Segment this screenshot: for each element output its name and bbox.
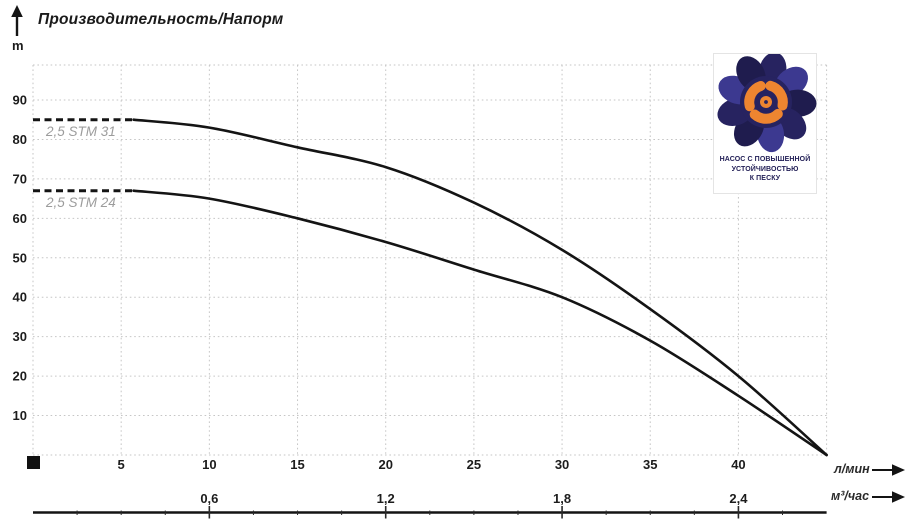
y-tick-label: 70 <box>13 171 27 186</box>
y-tick-label: 60 <box>13 211 27 226</box>
series-label-0: 2,5 STM 31 <box>45 124 116 139</box>
x-tick-label-lmin: 25 <box>467 457 481 472</box>
y-tick-label: 20 <box>13 369 27 384</box>
series-curve-0 <box>132 118 828 457</box>
logo-caption-line2: УСТОЙЧИВОСТЬЮ <box>731 165 799 173</box>
x-tick-label-m3h: 0,6 <box>200 491 218 506</box>
x-tick-label-m3h: 1,2 <box>377 491 395 506</box>
series-label-1: 2,5 STM 24 <box>45 195 116 210</box>
x-axis1-arrow-icon <box>872 464 905 476</box>
series-curve-1 <box>132 189 828 457</box>
y-tick-label: 90 <box>13 93 27 108</box>
y-tick-label: 80 <box>13 132 27 147</box>
x-tick-label-lmin: 5 <box>118 457 125 472</box>
logo-caption-line3: К ПЕСКУ <box>749 175 781 182</box>
logo-impeller-blade <box>744 80 766 112</box>
y-tick-label: 40 <box>13 290 27 305</box>
y-tick-label: 30 <box>13 329 27 344</box>
x-tick-label-lmin: 30 <box>555 457 569 472</box>
x-tick-label-lmin: 20 <box>378 457 392 472</box>
y-tick-label: 50 <box>13 250 27 265</box>
chart-title: Производительность/Напорм <box>38 11 284 28</box>
y-axis-unit-label: m <box>12 38 24 53</box>
x-tick-label-m3h: 2,4 <box>729 491 748 506</box>
x-tick-label-lmin: 35 <box>643 457 657 472</box>
x-axis2-arrow-icon <box>872 491 905 503</box>
logo-impeller-blade <box>749 108 783 124</box>
x-tick-label-lmin: 40 <box>731 457 745 472</box>
x-axis1-unit-label: л/мин <box>834 462 870 476</box>
logo-impeller-blade <box>765 80 788 111</box>
x-tick-label-m3h: 1,8 <box>553 491 571 506</box>
y-axis-arrow-icon <box>11 5 23 36</box>
logo-badge: НАСОС С ПОВЫШЕННОЙ УСТОЙЧИВОСТЬЮ К ПЕСКУ <box>713 53 817 194</box>
x-tick-label-lmin: 10 <box>202 457 216 472</box>
y-tick-label: 10 <box>13 408 27 423</box>
origin-square-marker <box>27 456 40 469</box>
x-axis2-unit-label: м³/час <box>831 489 870 503</box>
pump-logo-flower-icon <box>717 54 817 153</box>
logo-caption: НАСОС С ПОВЫШЕННОЙ УСТОЙЧИВОСТЬЮ К ПЕСКУ <box>714 155 816 184</box>
logo-caption-line1: НАСОС С ПОВЫШЕННОЙ <box>719 156 811 163</box>
x-tick-label-lmin: 15 <box>290 457 304 472</box>
